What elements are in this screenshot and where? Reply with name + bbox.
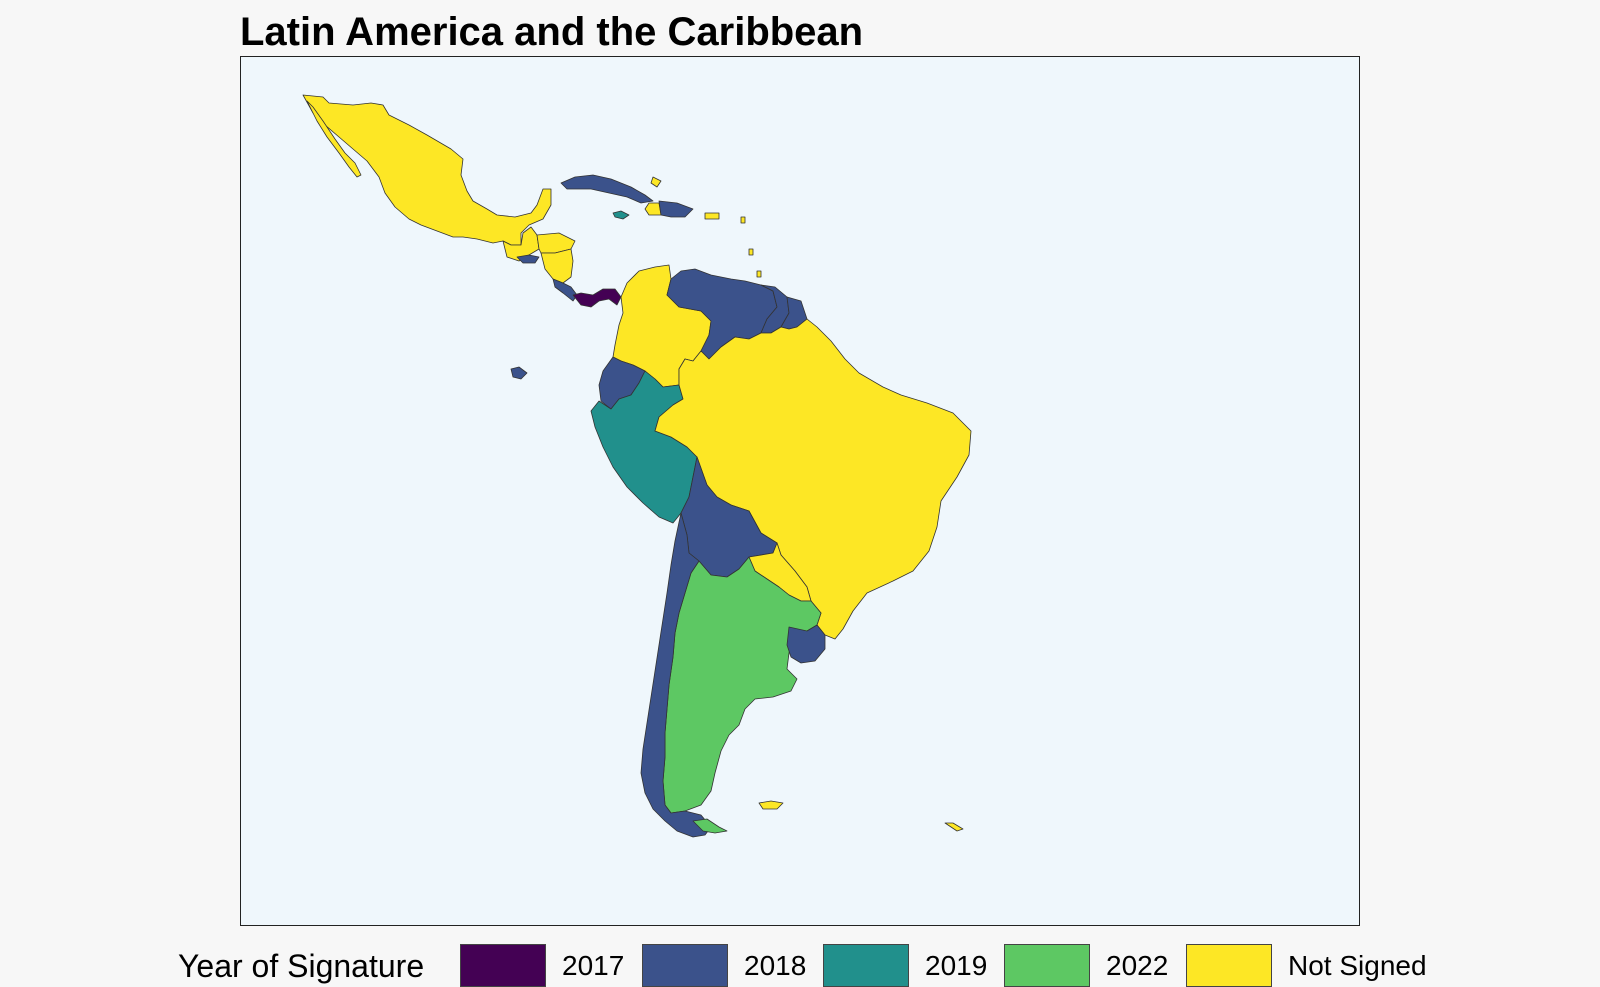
legend-swatch-2022	[1004, 944, 1090, 987]
legend-label-not-signed: Not Signed	[1288, 950, 1427, 981]
legend-label-2017: 2017	[562, 950, 625, 981]
country-panama	[572, 288, 622, 308]
country-south-georgia	[944, 822, 964, 832]
legend-swatch-2019	[823, 944, 909, 987]
legend-label-2018: 2018	[744, 950, 807, 981]
country-mexico	[302, 94, 552, 246]
legend-swatch-not-signed	[1186, 944, 1272, 987]
legend-title: Year of Signature	[178, 948, 425, 984]
country-puerto-rico	[704, 212, 720, 220]
map-canvas	[302, 94, 972, 838]
map-legend: Year of Signature 2017 2018 2019 2022 No…	[0, 944, 1600, 987]
legend-swatch-2017	[460, 944, 546, 987]
country-uruguay	[786, 624, 826, 664]
country-nicaragua	[540, 248, 574, 284]
country-dominican-republic	[658, 200, 694, 218]
map-panel	[240, 56, 1360, 926]
country-bahamas	[650, 176, 662, 188]
country-jamaica	[612, 210, 630, 220]
country-falklands	[758, 800, 784, 810]
country-el-salvador	[516, 254, 540, 264]
country-haiti	[644, 202, 662, 216]
country-argentina-tdf	[692, 818, 728, 834]
legend-label-2019: 2019	[925, 950, 988, 981]
country-cuba	[560, 174, 654, 204]
country-mexico-baja	[306, 100, 362, 178]
country-costa-rica	[552, 278, 578, 302]
map-title: Latin America and the Caribbean	[240, 10, 864, 54]
legend-swatch-2018	[642, 944, 728, 987]
legend-label-2022: 2022	[1106, 950, 1169, 981]
country-galapagos	[510, 366, 528, 380]
country-lesser-antilles	[740, 216, 762, 278]
